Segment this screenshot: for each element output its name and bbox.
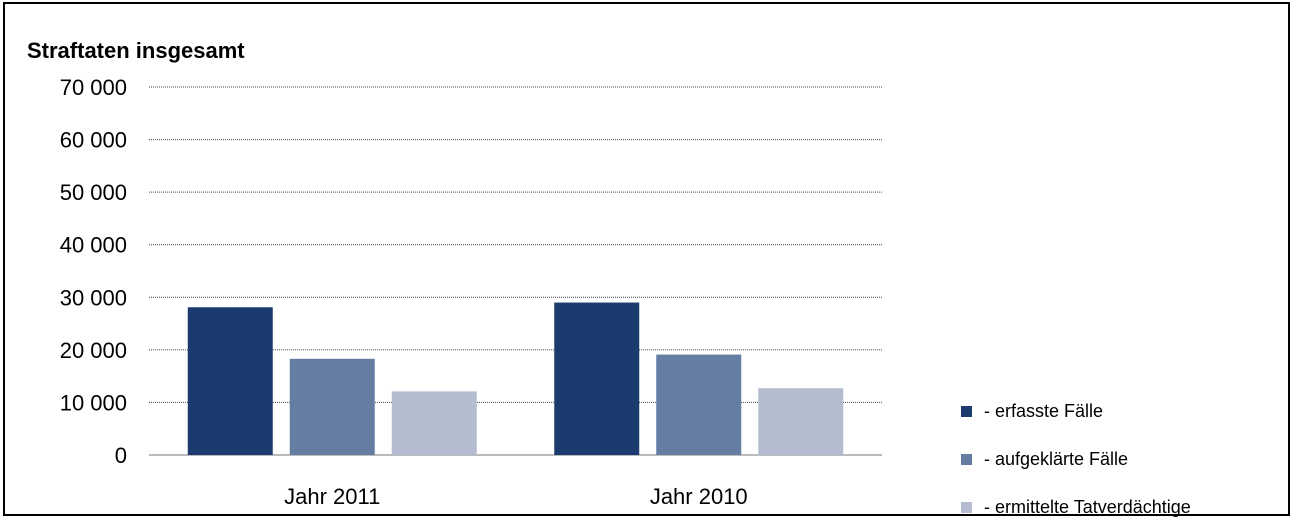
y-tick-label: 10 000	[60, 390, 127, 415]
bar	[391, 391, 477, 455]
y-tick-label: 40 000	[60, 233, 127, 258]
legend-item-aufgeklaerte-faelle: - aufgeklärte Fälle	[961, 435, 1281, 483]
plot-area: 0 10 000 20 000 30 000 40 000 50 000 60 000 70 …	[60, 75, 882, 509]
bar	[187, 307, 273, 455]
legend-swatch	[961, 405, 972, 417]
legend: - erfasste Fälle - aufgeklärte Fälle - e…	[961, 387, 1281, 531]
bar	[554, 302, 640, 455]
legend-label: - aufgeklärte Fälle	[984, 448, 1129, 469]
legend-swatch	[961, 501, 972, 513]
y-tick-label: 70 000	[60, 75, 127, 100]
y-tick-label: 0	[115, 443, 127, 468]
legend-item-ermittelte-tatverdaechtige: - ermittelte Tatverdächtige	[961, 483, 1281, 531]
y-tick-label: 50 000	[60, 180, 127, 205]
bar	[289, 358, 375, 455]
x-tick-label: Jahr 2010	[650, 484, 748, 509]
legend-swatch	[961, 453, 972, 465]
bar	[656, 354, 742, 455]
x-tick-label: Jahr 2011	[284, 484, 380, 509]
bar	[758, 388, 844, 455]
legend-label: - ermittelte Tatverdächtige	[984, 496, 1191, 517]
y-tick-label: 60 000	[60, 128, 127, 153]
y-tick-label: 20 000	[60, 338, 127, 363]
legend-label: - erfasste Fälle	[984, 400, 1104, 421]
y-tick-label: 30 000	[60, 285, 127, 310]
chart-title: Straftaten insgesamt	[27, 38, 245, 63]
legend-item-erfasste-faelle: - erfasste Fälle	[961, 387, 1281, 435]
chart-frame: Straftaten insgesamt 0 10 000 20 000 30 000…	[3, 2, 1290, 517]
